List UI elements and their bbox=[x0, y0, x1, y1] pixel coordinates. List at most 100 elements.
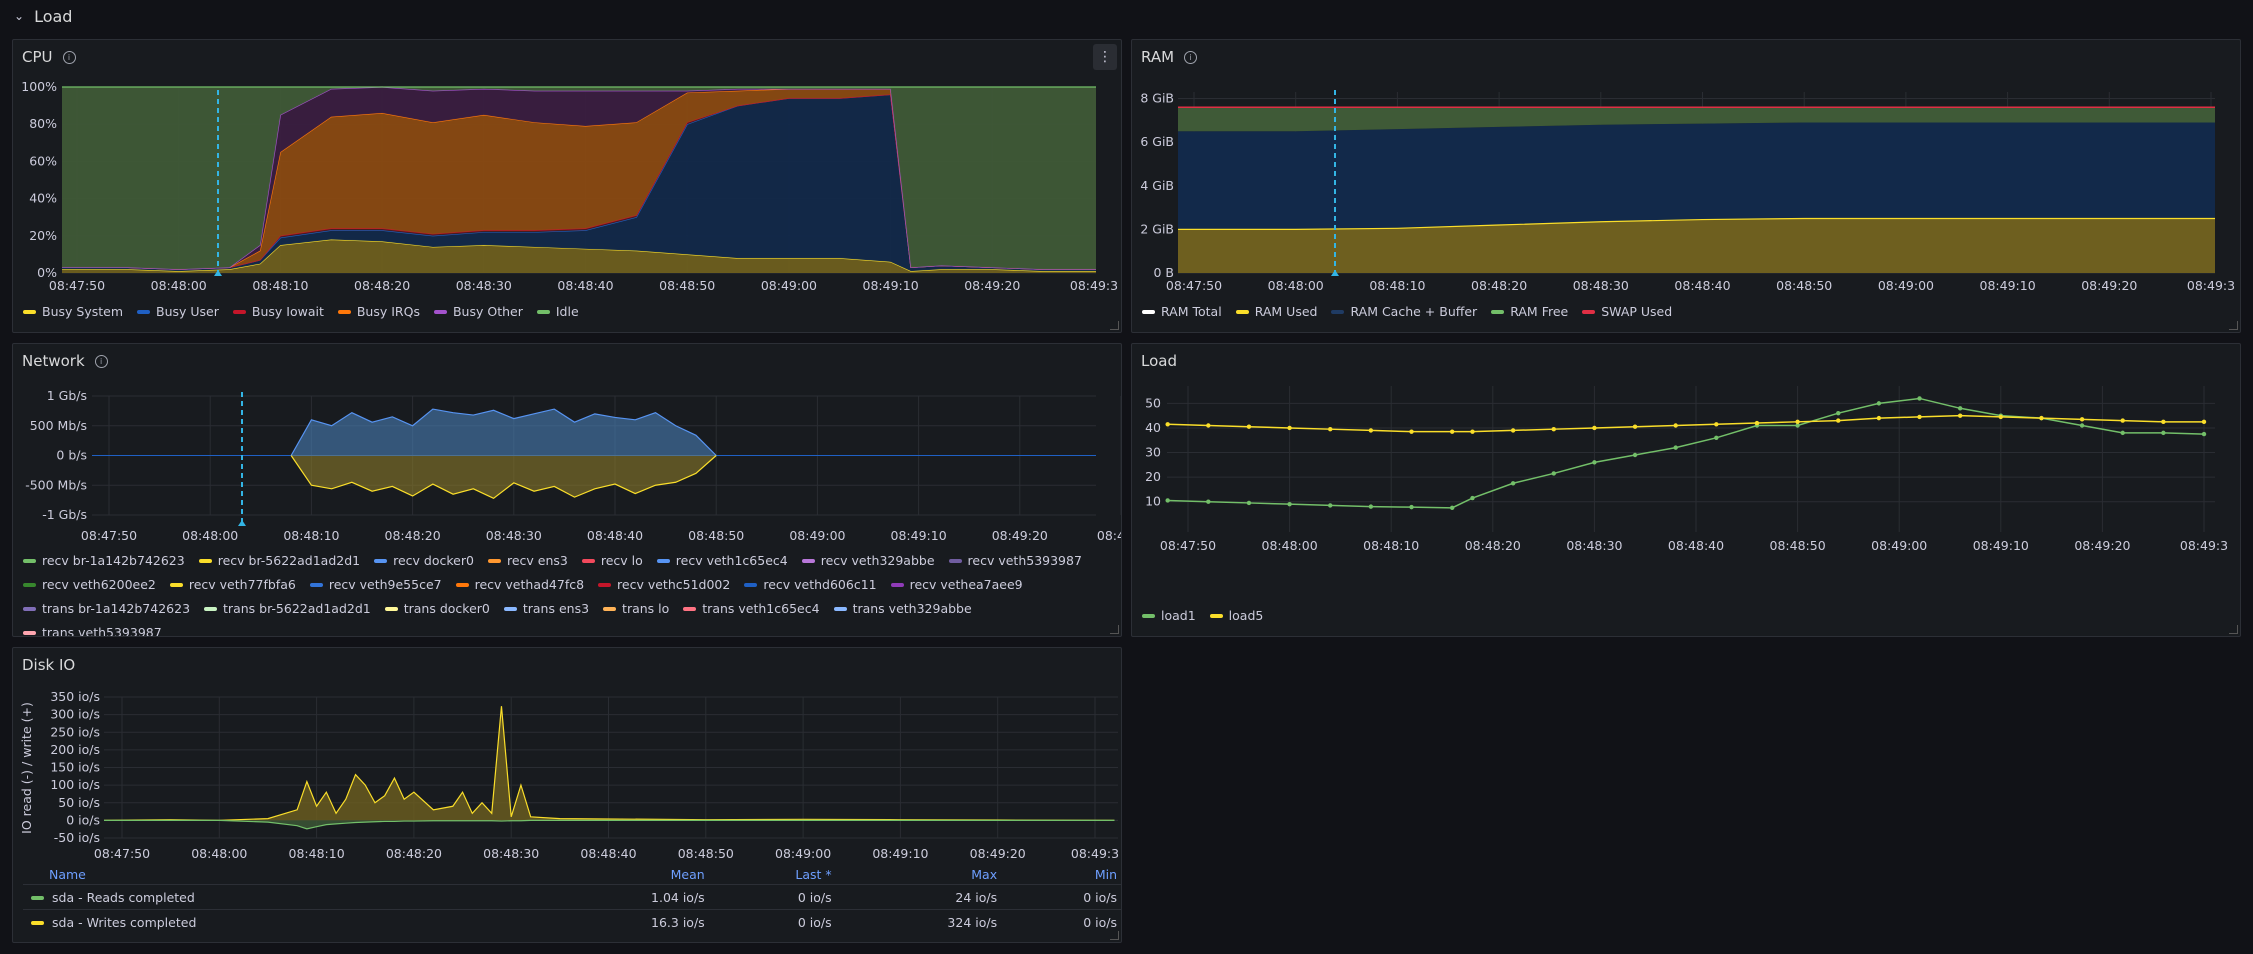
legend-item[interactable]: Idle bbox=[536, 303, 579, 320]
y-tick-label: 250 io/s bbox=[50, 724, 100, 739]
resize-handle[interactable] bbox=[1110, 625, 1119, 634]
x-tick-label: 08:47:50 bbox=[1160, 538, 1216, 553]
legend-label: RAM Used bbox=[1254, 304, 1318, 319]
col-header-max[interactable]: Max bbox=[971, 866, 998, 882]
legend-swatch bbox=[374, 558, 388, 563]
legend-item[interactable]: recv vethea7aee9 bbox=[890, 576, 1023, 593]
legend-item[interactable]: trans veth1c65ec4 bbox=[683, 600, 820, 617]
x-tick-label: 08:49:20 bbox=[964, 278, 1020, 293]
series-swatch bbox=[31, 896, 44, 900]
legend-item[interactable]: RAM Free bbox=[1491, 303, 1568, 320]
col-header-last[interactable]: Last * bbox=[795, 866, 832, 882]
load-point bbox=[1470, 429, 1475, 434]
resize-handle[interactable] bbox=[2229, 625, 2238, 634]
load-point bbox=[1510, 428, 1516, 433]
legend-item[interactable]: recv veth9e55ce7 bbox=[309, 576, 442, 593]
legend-item[interactable]: recv veth6200ee2 bbox=[23, 576, 156, 593]
legend-item[interactable]: trans lo bbox=[603, 600, 669, 617]
load-point bbox=[1368, 428, 1374, 433]
x-tick-label: 08:49:10 bbox=[1980, 278, 2036, 293]
legend-item[interactable]: recv veth5393987 bbox=[948, 552, 1082, 569]
x-tick-label: 08:48:20 bbox=[1471, 278, 1527, 293]
legend-swatch bbox=[1331, 309, 1345, 314]
legend-item[interactable]: trans ens3 bbox=[503, 600, 589, 617]
y-tick-label: 500 Mb/s bbox=[30, 418, 87, 433]
x-tick-label: 08:48:30 bbox=[483, 846, 539, 861]
resize-handle[interactable] bbox=[1110, 321, 1119, 330]
y-tick-label: 8 GiB bbox=[1140, 91, 1174, 106]
legend-item[interactable]: Busy IRQs bbox=[337, 303, 420, 320]
x-tick-label: 08:49:00 bbox=[1878, 278, 1934, 293]
legend-item[interactable]: recv vethc51d002 bbox=[598, 576, 730, 593]
chevron-down-icon[interactable]: ⌄ bbox=[14, 9, 25, 23]
x-tick-label: 08:49:3 bbox=[1070, 278, 1118, 293]
legend-item[interactable]: recv docker0 bbox=[374, 552, 474, 569]
legend-item[interactable]: load5 bbox=[1209, 607, 1263, 624]
panel-title: RAM bbox=[1141, 48, 1175, 66]
panel-title: Network bbox=[22, 352, 85, 370]
legend-item[interactable]: Busy Iowait bbox=[232, 303, 324, 320]
legend-item[interactable]: Busy User bbox=[137, 303, 219, 320]
x-tick-label: 08:49:00 bbox=[775, 846, 831, 861]
col-header-min[interactable]: Min bbox=[1094, 866, 1117, 882]
legend-label: Busy IRQs bbox=[356, 304, 420, 319]
row-header-load[interactable]: ⌄ Load bbox=[14, 4, 72, 28]
table-row[interactable]: sda - Writes completed 16.3 io/s 0 io/s … bbox=[23, 909, 1121, 934]
load-point bbox=[2120, 418, 2125, 423]
legend-item[interactable]: recv br-1a142b742623 bbox=[23, 552, 185, 569]
legend-item[interactable]: Busy System bbox=[23, 303, 123, 320]
legend-swatch bbox=[1582, 309, 1596, 314]
x-tick-label: 08:49:00 bbox=[789, 528, 845, 543]
legend-item[interactable]: trans br-5622ad1ad2d1 bbox=[204, 600, 371, 617]
x-tick-label: 08:48:00 bbox=[1262, 538, 1318, 553]
load-panel: Load 50 40 30 20 10 08:47:50 08:48:00 08:48:10 0… bbox=[1131, 343, 2241, 637]
legend-item[interactable]: recv ens3 bbox=[487, 552, 568, 569]
legend-item[interactable]: recv vethad47fc8 bbox=[455, 576, 584, 593]
x-tick-label: 08:48:30 bbox=[456, 278, 512, 293]
legend-item[interactable]: RAM Cache + Buffer bbox=[1331, 303, 1477, 320]
load-point bbox=[1714, 435, 1719, 440]
table-row[interactable]: sda - Reads completed 1.04 io/s 0 io/s 2… bbox=[23, 884, 1121, 910]
load-legend: load1 load5 bbox=[1142, 607, 1263, 624]
legend-item[interactable]: recv veth77fbfa6 bbox=[169, 576, 296, 593]
resize-handle[interactable] bbox=[2229, 321, 2238, 330]
legend-swatch bbox=[198, 558, 212, 563]
legend-label: recv veth5393987 bbox=[967, 553, 1082, 568]
ram-panel: RAM i 8 GiB 6 GiB 4 GiB 2 GiB 0 B 08:47:50 08:4… bbox=[1131, 39, 2241, 333]
legend-item[interactable]: trans br-1a142b742623 bbox=[23, 600, 190, 617]
legend-item[interactable]: load1 bbox=[1142, 607, 1196, 624]
load-point bbox=[1328, 503, 1333, 508]
legend-item[interactable]: recv lo bbox=[581, 552, 643, 569]
info-icon[interactable]: i bbox=[94, 354, 108, 368]
disk-io-panel: Disk IO 350 io/s 300 io/s 250 io/s 200 io/s… bbox=[12, 647, 1122, 943]
col-header-mean[interactable]: Mean bbox=[670, 866, 705, 882]
network-legend: recv br-1a142b742623 recv br-5622ad1ad2d1… bbox=[23, 552, 1113, 636]
resize-handle[interactable] bbox=[1110, 931, 1119, 940]
info-icon[interactable]: i bbox=[1184, 50, 1198, 64]
col-header-name[interactable]: Name bbox=[49, 866, 86, 882]
legend-swatch bbox=[23, 558, 36, 563]
legend-item[interactable]: trans veth329abbe bbox=[833, 600, 972, 617]
legend-item[interactable]: RAM Used bbox=[1235, 303, 1318, 320]
legend-swatch bbox=[1209, 613, 1223, 618]
legend-label: recv veth9e55ce7 bbox=[328, 577, 442, 592]
legend-item[interactable]: SWAP Used bbox=[1582, 303, 1672, 320]
legend-item[interactable]: recv br-5622ad1ad2d1 bbox=[198, 552, 360, 569]
legend-swatch bbox=[1142, 613, 1155, 618]
panel-menu-button[interactable]: ⋮ bbox=[1093, 44, 1117, 70]
legend-item[interactable]: trans docker0 bbox=[384, 600, 490, 617]
legend-item[interactable]: recv vethd606c11 bbox=[744, 576, 877, 593]
legend-item[interactable]: Busy Other bbox=[433, 303, 523, 320]
info-icon[interactable]: i bbox=[62, 50, 76, 64]
legend-item[interactable]: trans veth5393987 bbox=[23, 624, 162, 636]
x-tick-label: 08:48:30 bbox=[1566, 538, 1622, 553]
legend-item[interactable]: RAM Total bbox=[1142, 303, 1222, 320]
y-tick-label: 50 io/s bbox=[58, 795, 100, 810]
y-tick-label: 100% bbox=[21, 79, 57, 94]
legend-swatch bbox=[1491, 309, 1505, 314]
legend-item[interactable]: recv veth329abbe bbox=[801, 552, 935, 569]
x-tick-label: 08:48:10 bbox=[283, 528, 339, 543]
row-name: sda - Writes completed bbox=[52, 914, 197, 930]
legend-item[interactable]: recv veth1c65ec4 bbox=[656, 552, 788, 569]
load-point bbox=[2039, 415, 2044, 421]
